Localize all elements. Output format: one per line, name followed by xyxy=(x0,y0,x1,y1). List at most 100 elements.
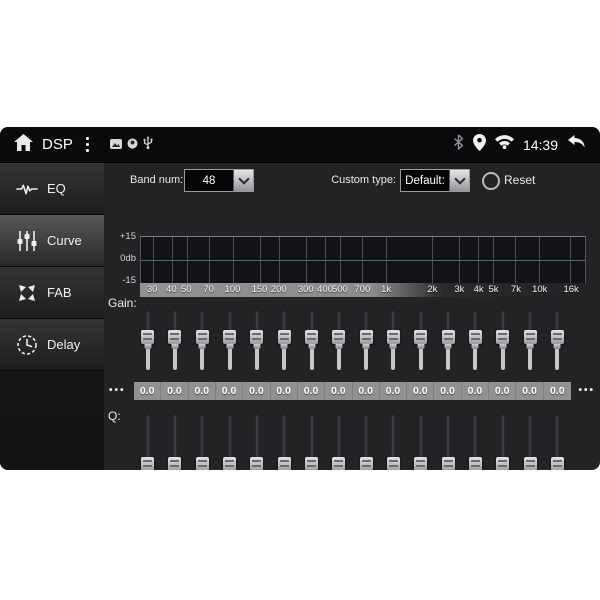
gain-slider-knob[interactable] xyxy=(441,330,455,345)
q-slider-track xyxy=(146,415,150,470)
q-slider[interactable] xyxy=(544,413,571,470)
gain-slider[interactable] xyxy=(544,309,571,375)
q-slider-track xyxy=(419,415,423,470)
chevron-down-icon[interactable] xyxy=(233,170,253,191)
q-slider-knob[interactable] xyxy=(332,457,346,470)
q-slider-knob[interactable] xyxy=(223,457,237,470)
gain-slider-knob[interactable] xyxy=(414,330,428,345)
gain-slider-fill xyxy=(473,338,478,370)
q-slider[interactable] xyxy=(516,413,543,470)
custom-type-select[interactable]: Default: xyxy=(400,169,470,192)
gain-slider-knob[interactable] xyxy=(195,330,209,345)
q-slider-track xyxy=(255,415,259,470)
q-slider[interactable] xyxy=(189,413,216,470)
q-slider[interactable] xyxy=(161,413,188,470)
freq-tick-label: 30 xyxy=(146,284,158,295)
gain-scroll-right-button[interactable]: ••• xyxy=(578,385,595,396)
freq-tick-label: 4k xyxy=(473,284,484,295)
q-slider-knob[interactable] xyxy=(386,457,400,470)
q-slider[interactable] xyxy=(271,413,298,470)
gain-slider-fill xyxy=(172,338,177,370)
q-slider-knob[interactable] xyxy=(195,457,209,470)
gain-slider[interactable] xyxy=(161,309,188,375)
gain-slider[interactable] xyxy=(489,309,516,375)
q-slider[interactable] xyxy=(380,413,407,470)
freq-tick-label: 500 xyxy=(331,284,348,295)
gain-slider[interactable] xyxy=(325,309,352,375)
gain-slider-knob[interactable] xyxy=(141,330,155,345)
chevron-down-icon[interactable] xyxy=(449,170,469,191)
q-slider-knob[interactable] xyxy=(496,457,510,470)
gain-slider-knob[interactable] xyxy=(332,330,346,345)
gain-slider[interactable] xyxy=(434,309,461,375)
q-slider-track xyxy=(555,415,559,470)
gain-slider-knob[interactable] xyxy=(250,330,264,345)
gain-slider-knob[interactable] xyxy=(550,330,564,345)
q-slider-knob[interactable] xyxy=(250,457,264,470)
back-icon[interactable] xyxy=(567,134,586,155)
q-slider-track xyxy=(310,415,314,470)
graph-plot-area[interactable] xyxy=(140,236,586,284)
clock-time: 14:39 xyxy=(522,136,558,153)
q-slider-knob[interactable] xyxy=(414,457,428,470)
sidebar-item-fab[interactable]: FAB xyxy=(0,267,104,319)
gain-slider[interactable] xyxy=(216,309,243,375)
custom-type-value: Default: xyxy=(405,174,445,187)
sidebar-item-label: Curve xyxy=(47,233,82,248)
home-icon[interactable] xyxy=(14,133,33,156)
gain-slider[interactable] xyxy=(243,309,270,375)
q-slider-knob[interactable] xyxy=(359,457,373,470)
gain-slider[interactable] xyxy=(271,309,298,375)
gain-slider-knob[interactable] xyxy=(468,330,482,345)
q-slider-knob[interactable] xyxy=(441,457,455,470)
band-num-select[interactable]: 48 xyxy=(184,169,254,192)
gain-value: 0.0 xyxy=(271,382,298,400)
gain-slider[interactable] xyxy=(380,309,407,375)
q-slider-knob[interactable] xyxy=(277,457,291,470)
gain-scroll-left-button[interactable]: ••• xyxy=(109,385,126,396)
q-slider[interactable] xyxy=(489,413,516,470)
q-slider-knob[interactable] xyxy=(468,457,482,470)
gain-slider-knob[interactable] xyxy=(223,330,237,345)
q-slider[interactable] xyxy=(243,413,270,470)
gridline xyxy=(492,237,494,283)
gain-slider[interactable] xyxy=(134,309,161,375)
sidebar-item-eq[interactable]: EQ xyxy=(0,163,104,215)
gain-slider[interactable] xyxy=(516,309,543,375)
q-slider-knob[interactable] xyxy=(141,457,155,470)
page-title: DSP xyxy=(42,136,73,153)
gain-slider-knob[interactable] xyxy=(277,330,291,345)
reset-radio[interactable] xyxy=(482,172,500,190)
gain-slider-knob[interactable] xyxy=(305,330,319,345)
gain-slider-knob[interactable] xyxy=(168,330,182,345)
q-slider[interactable] xyxy=(134,413,161,470)
gain-slider-knob[interactable] xyxy=(359,330,373,345)
q-slider-knob[interactable] xyxy=(305,457,319,470)
gain-slider-knob[interactable] xyxy=(386,330,400,345)
q-slider[interactable] xyxy=(434,413,461,470)
q-slider[interactable] xyxy=(216,413,243,470)
q-slider-knob[interactable] xyxy=(523,457,537,470)
sidebar-item-delay[interactable]: Delay xyxy=(0,319,104,371)
menu-dots-icon[interactable] xyxy=(85,137,89,152)
q-slider[interactable] xyxy=(407,413,434,470)
band-num-label: Band num: xyxy=(130,174,184,186)
q-slider[interactable] xyxy=(462,413,489,470)
gain-value: 0.0 xyxy=(353,382,380,400)
q-slider-knob[interactable] xyxy=(168,457,182,470)
fader-arrows-icon xyxy=(16,282,38,304)
sidebar-item-curve[interactable]: Curve xyxy=(0,215,104,267)
gain-slider[interactable] xyxy=(462,309,489,375)
freq-tick-label: 200 xyxy=(270,284,287,295)
q-slider[interactable] xyxy=(298,413,325,470)
gain-slider[interactable] xyxy=(189,309,216,375)
q-slider[interactable] xyxy=(325,413,352,470)
gain-slider-knob[interactable] xyxy=(523,330,537,345)
q-slider[interactable] xyxy=(353,413,380,470)
gain-slider[interactable] xyxy=(298,309,325,375)
q-slider-knob[interactable] xyxy=(550,457,564,470)
y-axis-label: +15 xyxy=(119,231,136,242)
gain-slider-knob[interactable] xyxy=(496,330,510,345)
gain-slider[interactable] xyxy=(353,309,380,375)
gain-slider[interactable] xyxy=(407,309,434,375)
